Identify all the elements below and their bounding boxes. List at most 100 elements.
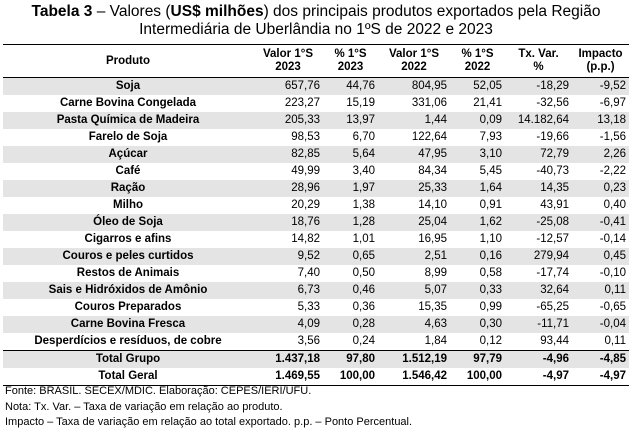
value-cell: 25,04	[378, 214, 450, 231]
value-cell: 7,93	[479, 131, 502, 143]
value-cell: 205,33	[253, 112, 323, 129]
value-cell: 2,26	[572, 146, 629, 163]
value-cell: 3,40	[352, 165, 375, 177]
product-cell: Carne Bovina Congelada	[59, 97, 197, 109]
value-cell: -2,22	[599, 165, 626, 177]
value-cell: -0,41	[572, 214, 629, 231]
value-cell: 0,24	[352, 335, 375, 347]
value-cell: 0,46	[323, 282, 378, 299]
value-cell: -0,10	[599, 267, 626, 279]
table-row: Carne Bovina Fresca 4,09 0,28 4,63 0,30 -11,7…	[3, 316, 629, 333]
value-cell: 43,91	[540, 199, 569, 211]
value-cell: 84,34	[418, 165, 447, 177]
title-line: Tabela 3 – Valores (US$ milhões) dos pri…	[0, 3, 632, 21]
product-cell: Milho	[112, 199, 144, 211]
value-cell: 0,30	[450, 316, 505, 333]
value-cell: 0,50	[352, 267, 375, 279]
value-cell: 14,10	[418, 199, 447, 211]
value-cell: 44,76	[323, 77, 378, 95]
header-cell: Impacto (p.p.)	[572, 44, 629, 78]
value-cell: 1.469,55	[253, 368, 323, 386]
value-cell: 97,80	[323, 350, 378, 368]
header-line: Impacto	[578, 48, 623, 60]
table-row: Sais e Hidróxidos de Amônio 6,73 0,46 5,07 0…	[3, 282, 629, 299]
header-line: 2022	[401, 61, 427, 73]
value-cell: -0,14	[599, 233, 626, 245]
value-cell: 13,18	[572, 112, 629, 129]
value-cell: 25,33	[378, 180, 450, 197]
product-cell: Pasta Química de Madeira	[3, 112, 253, 129]
value-cell: 1,01	[352, 233, 375, 245]
value-cell: 1,10	[479, 233, 502, 245]
header-line: 2022	[464, 61, 491, 73]
value-cell: 0,65	[323, 248, 378, 265]
value-cell: 3,56	[297, 335, 320, 347]
header-cell: Tx. Var.%	[505, 44, 572, 78]
value-cell: -65,25	[536, 301, 569, 313]
note: Impacto – Taxa de variação em relação ao…	[5, 416, 413, 428]
header-line: (p.p.)	[586, 61, 615, 73]
table-row: Café 49,99 3,40 84,34 5,45 -40,73 -2,22	[3, 163, 629, 180]
header-line: Produto	[105, 54, 151, 67]
value-cell: 0,36	[352, 301, 375, 313]
table-row: Ração 28,96 1,97 25,33 1,64 14,35 0,23	[3, 180, 629, 197]
value-cell: 1,28	[323, 214, 378, 231]
table-row: Couros Preparados 5,33 0,36 15,35 0,99 -65,25…	[3, 299, 629, 316]
value-cell: 47,95	[378, 146, 450, 163]
value-cell: -1,56	[599, 131, 626, 143]
value-cell: -9,52	[572, 77, 629, 95]
value-cell: -6,97	[599, 97, 626, 109]
value-cell: 1.437,18	[253, 350, 323, 368]
value-cell: 21,41	[473, 97, 502, 109]
value-cell: 5,45	[479, 165, 502, 177]
value-cell: -4,97	[572, 368, 629, 386]
value-cell: 9,52	[253, 248, 323, 265]
product-cell: Sais e Hidróxidos de Amônio	[3, 282, 253, 299]
table-row: Óleo de Soja 18,76 1,28 25,04 1,62 -25,08 -0,4…	[3, 214, 629, 231]
value-cell: 0,12	[479, 335, 502, 347]
note: Nota: Tx. Var. – Taxa de variação em rel…	[5, 400, 283, 413]
value-cell: -12,57	[536, 233, 569, 245]
value-cell: 1,38	[352, 199, 375, 211]
value-cell: -25,08	[505, 214, 572, 231]
title-part: ) dos principais produtos exportados pel…	[263, 3, 601, 20]
value-cell: -0,65	[599, 301, 626, 313]
data-table: Produto Valor 1°S 2023% 1°S 2023 Valor 1°S 20…	[3, 44, 629, 386]
value-cell: 6,73	[253, 282, 323, 299]
value-cell: 1,44	[378, 112, 450, 129]
table-row: Pasta Química de Madeira 205,33 13,97 1,44 0…	[3, 112, 629, 129]
value-cell: 13,97	[323, 112, 378, 129]
value-cell: 804,95	[378, 77, 450, 95]
title-part: US$ milhões	[170, 3, 264, 20]
header-line: % 1°S	[461, 48, 494, 60]
value-cell: 223,27	[284, 97, 320, 109]
value-cell: 1,64	[450, 180, 505, 197]
table-row: Farelo de Soja 98,53 6,70 122,64 7,93 -19,66 -…	[3, 129, 629, 146]
value-cell: -4,85	[572, 350, 629, 368]
header-line: %	[533, 61, 544, 73]
value-cell: 5,64	[323, 146, 378, 163]
table-row: Total Grupo 1.437,18 97,80 1.512,19 97,79 -4,…	[3, 350, 629, 368]
header-row: Produto Valor 1°S 2023% 1°S 2023 Valor 1°S 20…	[3, 44, 629, 78]
product-cell: Farelo de Soja	[88, 131, 168, 143]
value-cell: 14.182,64	[505, 112, 572, 129]
product-cell: Açúcar	[3, 146, 253, 163]
value-cell: 0,40	[603, 199, 626, 211]
value-cell: -0,04	[572, 316, 629, 333]
value-cell: 15,35	[418, 301, 447, 313]
value-cell: 15,19	[346, 97, 375, 109]
value-cell: 331,06	[411, 97, 447, 109]
table-row: Restos de Animais 7,40 0,50 8,99 0,58 -17,74 -…	[3, 265, 629, 282]
table-row: Açúcar 82,85 5,64 47,95 3,10 72,79 2,26	[3, 146, 629, 163]
table-title: Tabela 3 – Valores (US$ milhões) dos pri…	[0, 3, 632, 39]
product-cell: Desperdícios e resíduos, de cobre	[34, 335, 222, 347]
value-cell: -4,96	[505, 350, 572, 368]
value-cell: -4,97	[505, 368, 572, 386]
value-cell: 0,11	[572, 282, 629, 299]
value-cell: 0,45	[572, 248, 629, 265]
value-cell: 52,05	[450, 77, 505, 95]
value-cell: 1,62	[450, 214, 505, 231]
product-cell: Ração	[3, 180, 253, 197]
product-cell: Carne Bovina Fresca	[3, 316, 253, 333]
